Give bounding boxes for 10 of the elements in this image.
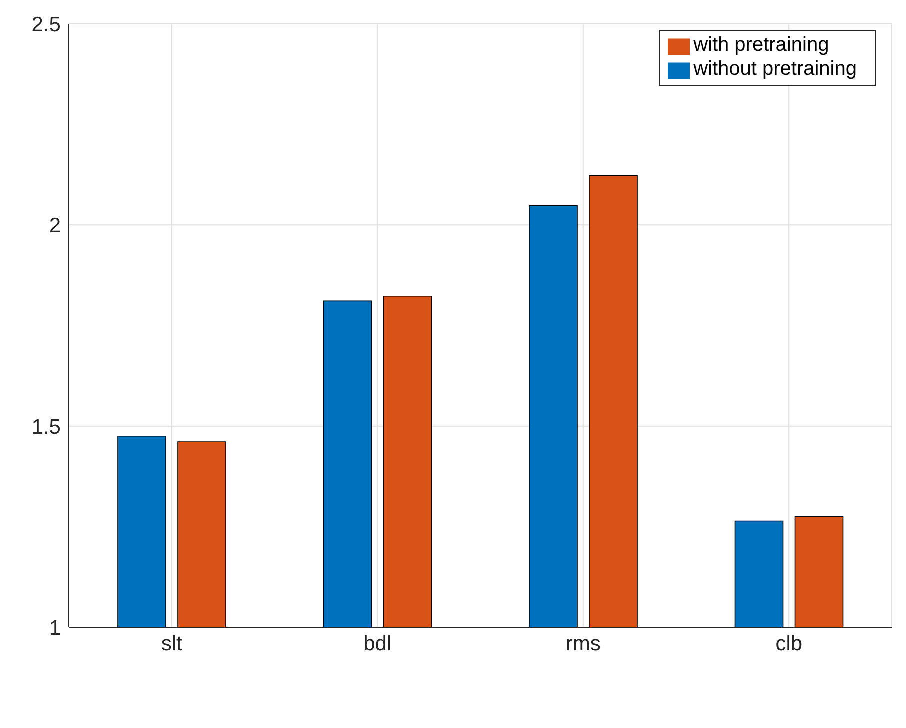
- y-tick-label: 1: [49, 616, 61, 640]
- legend-label: without pretraining: [694, 58, 857, 80]
- y-tick-label: 2: [49, 214, 61, 238]
- y-tick-label: 1.5: [32, 416, 61, 439]
- x-tick-label: slt: [161, 632, 183, 656]
- x-tick-label: bdl: [364, 632, 392, 656]
- legend-label: with pretraining: [694, 34, 830, 56]
- y-tick-label: 2.5: [32, 13, 61, 36]
- x-tick-label: clb: [776, 632, 803, 656]
- x-tick-label: rms: [566, 632, 601, 656]
